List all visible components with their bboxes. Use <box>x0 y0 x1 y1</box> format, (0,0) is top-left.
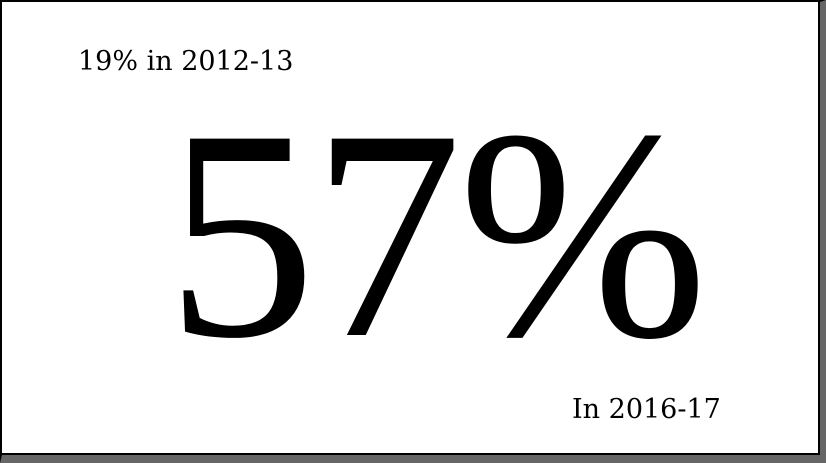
current-period-label: In 2016-17 <box>572 394 721 425</box>
headline-percentage: 57% <box>166 68 708 400</box>
previous-stat-label: 19% in 2012-13 <box>78 46 294 77</box>
stat-card-frame <box>2 2 820 455</box>
